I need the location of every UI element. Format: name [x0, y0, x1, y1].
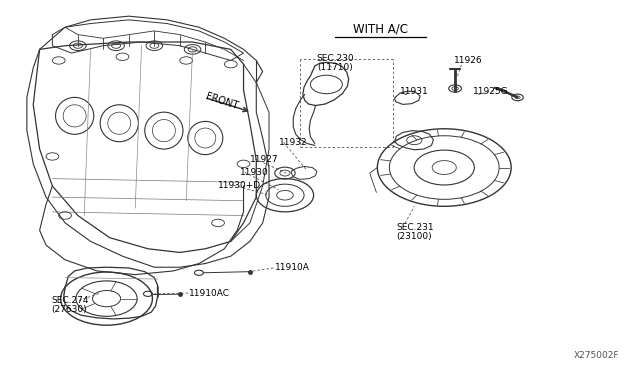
Text: (23100): (23100) [396, 232, 432, 241]
Text: (11710): (11710) [317, 63, 353, 72]
Text: 11932: 11932 [278, 138, 307, 147]
Text: X275002F: X275002F [574, 350, 620, 359]
Text: SEC.231: SEC.231 [396, 223, 434, 232]
Text: WITH A/C: WITH A/C [353, 23, 408, 36]
Text: 11927: 11927 [250, 154, 278, 164]
Text: 11910AC: 11910AC [189, 289, 230, 298]
Text: (27630): (27630) [51, 305, 86, 314]
Text: 11930: 11930 [241, 168, 269, 177]
Text: SEC.274: SEC.274 [51, 296, 88, 305]
Text: 11930+D: 11930+D [218, 181, 261, 190]
Text: 11910A: 11910A [275, 263, 310, 272]
Text: SEC.230: SEC.230 [317, 54, 355, 63]
Text: 11925G: 11925G [473, 87, 509, 96]
Text: 11926: 11926 [454, 56, 483, 65]
Text: 11931: 11931 [399, 87, 428, 96]
Text: FRONT: FRONT [204, 91, 239, 111]
